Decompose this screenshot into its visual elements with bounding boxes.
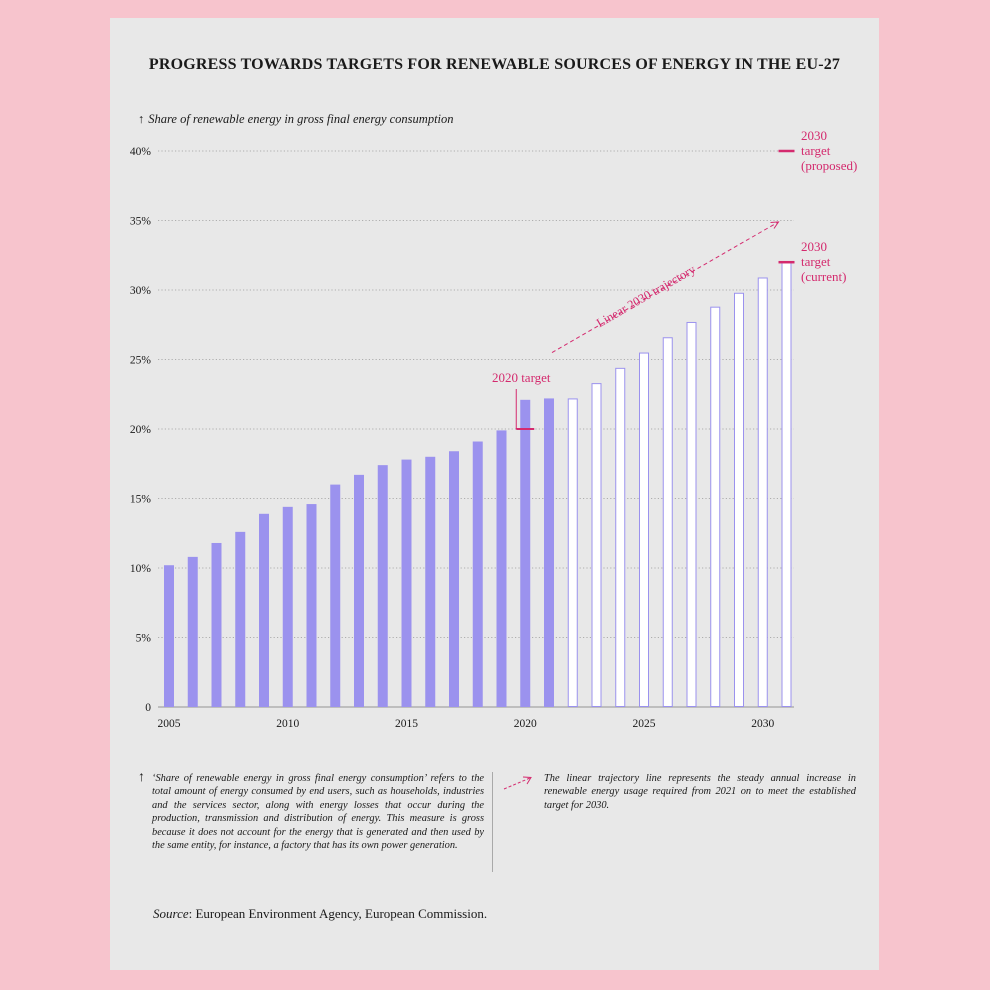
bar-actual	[211, 542, 222, 707]
trajectory-label: Linear 2030 trajectory	[594, 262, 698, 330]
source-label: Source	[153, 906, 189, 921]
bar-actual	[472, 441, 483, 707]
y-tick-label: 40%	[130, 146, 152, 158]
y-tick-label: 15%	[130, 494, 152, 506]
y-axis-label-text: Share of renewable energy in gross final…	[148, 112, 454, 126]
bar-actual	[496, 430, 507, 707]
bar-actual	[354, 474, 364, 707]
bar-actual	[235, 531, 246, 707]
bar-projected	[686, 321, 697, 707]
bar-projected	[734, 292, 744, 707]
x-tick-label: 2015	[395, 718, 418, 730]
y-tick-label: 20%	[130, 424, 152, 436]
x-tick-label: 2005	[158, 718, 181, 730]
bar-actual	[259, 513, 269, 707]
bar-actual	[377, 465, 388, 707]
bar-actual	[187, 556, 198, 707]
source-line: Source: European Environment Agency, Eur…	[153, 906, 487, 922]
y-tick-label: 30%	[130, 285, 152, 297]
source-text: : European Environment Agency, European …	[188, 906, 488, 921]
target-2020-label: 2020 target	[492, 370, 551, 385]
bar-actual	[401, 459, 412, 707]
y-tick-label: 0	[145, 702, 151, 714]
target-2030-label: target	[801, 143, 831, 158]
bar-chart: 0 5% 10% 15% 20% 25% 30% 35% 40% 2005 2010 2015 2020…	[130, 128, 857, 730]
chart-title: PROGRESS TOWARDS TARGETS FOR RENEWABLE S…	[148, 56, 841, 73]
bar-actual	[306, 504, 317, 707]
note-definition: ‘Share of renewable energy in gross fina…	[152, 773, 484, 852]
bar-projected	[662, 337, 673, 707]
trajectory-arrowhead	[770, 221, 780, 229]
bar-projected	[639, 352, 649, 707]
x-tick-label: 2010	[276, 718, 299, 730]
note-trajectory: The linear trajectory line represents th…	[544, 773, 856, 811]
target-2030-label: (current)	[801, 269, 846, 284]
bar-actual	[544, 398, 554, 707]
chart-card: PROGRESS TOWARDS TARGETS FOR RENEWABLE S…	[110, 18, 879, 970]
bar-projected	[757, 277, 768, 707]
bar-actual	[330, 484, 341, 707]
dashed-arrow-icon	[503, 776, 532, 790]
y-tick-label: 25%	[130, 355, 152, 367]
bar-projected	[781, 262, 792, 707]
up-arrow-icon: ↑	[138, 112, 145, 126]
bar-projected	[615, 367, 626, 707]
bar-actual	[449, 451, 459, 707]
bar-actual	[164, 565, 174, 707]
up-arrow-icon: ↑	[138, 770, 145, 785]
bar-actual	[425, 456, 436, 707]
target-2030-label: (proposed)	[801, 158, 857, 173]
y-tick-label: 10%	[130, 563, 152, 575]
trajectory-line	[551, 221, 779, 353]
y-tick-label: 5%	[136, 633, 152, 645]
bar-projected	[591, 383, 602, 707]
bar-actual	[520, 399, 531, 707]
bar-projected	[567, 398, 578, 707]
bar-actual	[282, 506, 293, 707]
target-2030-label: 2030	[801, 239, 827, 254]
target-2030-label: target	[801, 254, 831, 269]
x-tick-label: 2020	[514, 718, 537, 730]
x-tick-label: 2030	[751, 718, 774, 730]
bar-projected	[710, 306, 721, 707]
y-tick-label: 35%	[130, 216, 152, 228]
x-tick-label: 2025	[633, 718, 656, 730]
notes-divider	[492, 772, 493, 872]
y-axis-label: ↑ Share of renewable energy in gross fina…	[138, 112, 454, 127]
target-2030-label: 2030	[801, 128, 827, 143]
